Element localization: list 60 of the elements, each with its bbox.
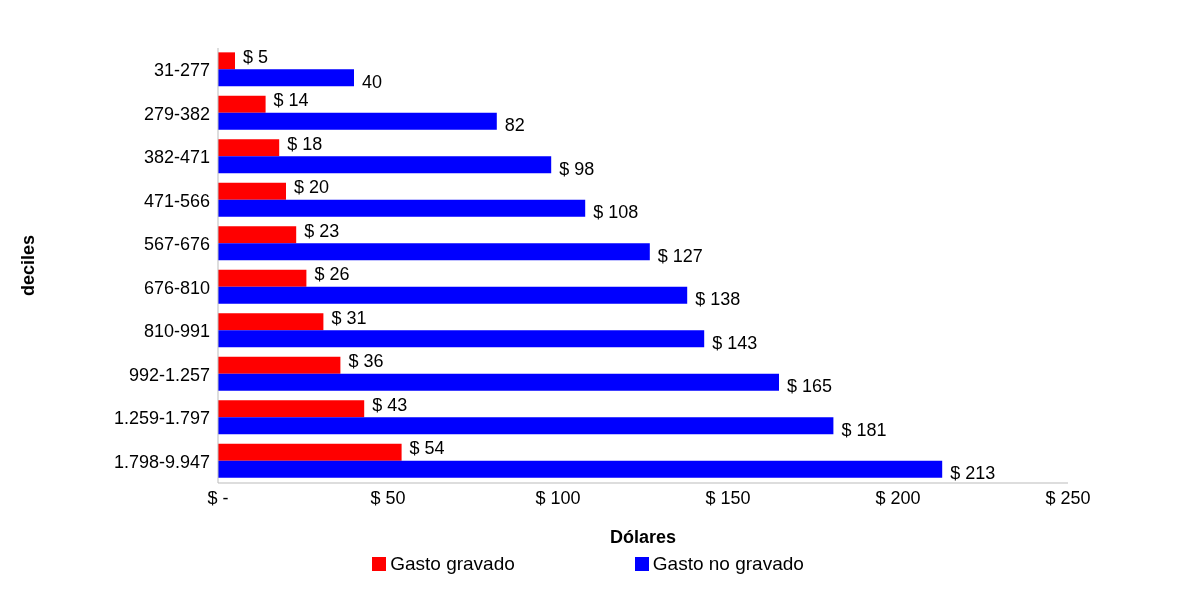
bar <box>218 199 586 217</box>
bar <box>218 286 688 304</box>
data-label: $ 54 <box>409 438 445 459</box>
bar <box>218 269 307 287</box>
data-label: $ 23 <box>304 220 340 241</box>
data-label: $ 98 <box>559 158 595 179</box>
bar <box>218 460 943 478</box>
data-label: $ 36 <box>348 351 384 372</box>
y-tick-label: 810-991 <box>143 321 210 342</box>
bar <box>218 95 266 113</box>
bar <box>218 373 779 391</box>
bar <box>218 330 705 348</box>
data-label: $ 138 <box>695 289 741 310</box>
data-label: $ 18 <box>287 133 323 154</box>
x-tick-label: $ 200 <box>875 487 921 508</box>
bar <box>218 52 235 70</box>
data-label: $ 108 <box>593 202 639 223</box>
bar <box>218 69 354 87</box>
y-tick-label: 31-277 <box>153 60 210 81</box>
data-label: $ 181 <box>841 419 887 440</box>
data-label: $ 26 <box>314 264 350 285</box>
y-tick-label: 471-566 <box>143 190 210 211</box>
bar <box>218 182 286 200</box>
data-label: $ 31 <box>331 307 367 328</box>
bar <box>218 112 497 130</box>
data-label: $ 14 <box>273 90 309 111</box>
y-tick-label: 676-810 <box>143 277 210 298</box>
y-tick-label: 1.259-1.797 <box>113 408 210 429</box>
data-label: $ 20 <box>294 177 330 198</box>
x-tick-label: $ 50 <box>370 487 406 508</box>
y-tick-label: 992-1.257 <box>128 364 210 385</box>
x-axis-title: Dólares <box>609 527 677 547</box>
data-label: $ 165 <box>787 376 833 397</box>
bar <box>218 443 402 461</box>
data-label: 40 <box>362 71 383 92</box>
y-tick-label: 1.798-9.947 <box>113 451 210 472</box>
y-axis-title: deciles <box>18 234 39 297</box>
legend-label: Gasto no gravado <box>651 553 804 575</box>
data-label: $ 127 <box>657 245 703 266</box>
bar <box>218 356 341 374</box>
bar <box>218 226 297 244</box>
x-tick-label: $ 100 <box>535 487 581 508</box>
data-label: $ 5 <box>243 46 269 67</box>
data-label: $ 143 <box>712 332 758 353</box>
x-tick-label: $ - <box>207 487 229 508</box>
bar <box>218 313 324 331</box>
bar <box>218 400 365 418</box>
bar <box>218 243 650 261</box>
bar <box>218 417 834 435</box>
y-tick-label: 382-471 <box>143 147 210 168</box>
data-label: 82 <box>504 115 525 136</box>
legend-label: Gasto gravado <box>389 553 515 575</box>
data-label: $ 43 <box>372 394 408 415</box>
y-tick-label: 567-676 <box>143 234 210 255</box>
x-tick-label: $ 150 <box>705 487 751 508</box>
data-label: $ 213 <box>950 463 996 484</box>
bar <box>218 156 552 174</box>
bar <box>218 139 280 157</box>
y-tick-label: 279-382 <box>143 103 210 124</box>
x-tick-label: $ 250 <box>1045 487 1091 508</box>
